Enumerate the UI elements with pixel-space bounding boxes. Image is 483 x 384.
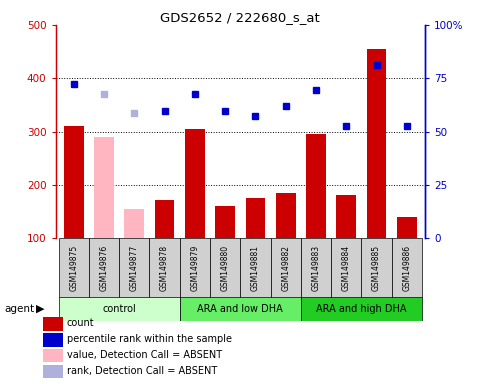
- Text: GSM149883: GSM149883: [312, 245, 321, 291]
- Text: GSM149878: GSM149878: [160, 245, 169, 291]
- Text: control: control: [102, 304, 136, 314]
- Text: percentile rank within the sample: percentile rank within the sample: [67, 334, 232, 344]
- Bar: [245, 198, 265, 238]
- Bar: [155, 200, 174, 238]
- Bar: [301, 238, 331, 298]
- Bar: [301, 297, 422, 321]
- Bar: [58, 238, 89, 298]
- Bar: [119, 238, 149, 298]
- Text: ARA and low DHA: ARA and low DHA: [198, 304, 283, 314]
- Bar: [337, 195, 356, 238]
- Bar: [94, 137, 114, 238]
- Bar: [125, 209, 144, 238]
- Text: rank, Detection Call = ABSENT: rank, Detection Call = ABSENT: [67, 366, 217, 376]
- Bar: [149, 238, 180, 298]
- Bar: [43, 365, 63, 379]
- Text: GSM149875: GSM149875: [69, 245, 78, 291]
- Text: agent: agent: [5, 304, 35, 314]
- Bar: [185, 129, 205, 238]
- Bar: [306, 134, 326, 238]
- Bar: [331, 238, 361, 298]
- Bar: [180, 297, 301, 321]
- Bar: [43, 349, 63, 362]
- Text: count: count: [67, 318, 95, 328]
- Bar: [276, 193, 296, 238]
- Text: GSM149881: GSM149881: [251, 245, 260, 291]
- Text: GSM149884: GSM149884: [342, 245, 351, 291]
- Bar: [361, 238, 392, 298]
- Bar: [89, 238, 119, 298]
- Bar: [180, 238, 210, 298]
- Bar: [367, 49, 386, 238]
- Bar: [43, 317, 63, 331]
- Bar: [43, 333, 63, 346]
- Bar: [215, 206, 235, 238]
- Bar: [64, 126, 84, 238]
- Title: GDS2652 / 222680_s_at: GDS2652 / 222680_s_at: [160, 11, 320, 24]
- Bar: [270, 238, 301, 298]
- Text: GSM149880: GSM149880: [221, 245, 229, 291]
- Bar: [210, 238, 241, 298]
- Bar: [241, 238, 270, 298]
- Text: GSM149885: GSM149885: [372, 245, 381, 291]
- Text: GSM149886: GSM149886: [402, 245, 412, 291]
- Text: ▶: ▶: [36, 304, 45, 314]
- Text: value, Detection Call = ABSENT: value, Detection Call = ABSENT: [67, 350, 222, 360]
- Text: GSM149879: GSM149879: [190, 245, 199, 291]
- Bar: [392, 238, 422, 298]
- Text: GSM149876: GSM149876: [99, 245, 109, 291]
- Text: GSM149882: GSM149882: [281, 245, 290, 291]
- Bar: [58, 297, 180, 321]
- Text: GSM149877: GSM149877: [130, 245, 139, 291]
- Text: ARA and high DHA: ARA and high DHA: [316, 304, 407, 314]
- Bar: [397, 217, 417, 238]
